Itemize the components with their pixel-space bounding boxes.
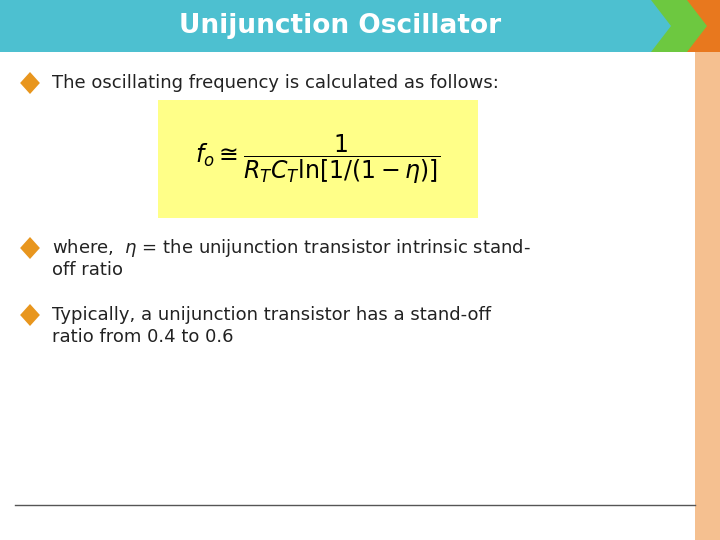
Polygon shape <box>0 0 720 52</box>
Polygon shape <box>20 237 40 259</box>
Text: ratio from 0.4 to 0.6: ratio from 0.4 to 0.6 <box>52 328 233 346</box>
Text: where,  $\eta$ = the unijunction transistor intrinsic stand-: where, $\eta$ = the unijunction transist… <box>52 237 531 259</box>
Text: off ratio: off ratio <box>52 261 123 279</box>
Text: Unijunction Oscillator: Unijunction Oscillator <box>179 13 501 39</box>
Polygon shape <box>687 0 720 52</box>
Polygon shape <box>20 304 40 326</box>
Polygon shape <box>651 0 709 52</box>
Polygon shape <box>615 0 673 52</box>
Text: $f_o \cong \dfrac{1}{R_T C_T \ln\!\left[1/(1-\eta)\right]}$: $f_o \cong \dfrac{1}{R_T C_T \ln\!\left[… <box>195 132 441 186</box>
FancyBboxPatch shape <box>158 100 478 218</box>
FancyBboxPatch shape <box>695 0 720 540</box>
Text: Typically, a unijunction transistor has a stand-off: Typically, a unijunction transistor has … <box>52 306 491 324</box>
Polygon shape <box>20 72 40 94</box>
Text: The oscillating frequency is calculated as follows:: The oscillating frequency is calculated … <box>52 74 499 92</box>
